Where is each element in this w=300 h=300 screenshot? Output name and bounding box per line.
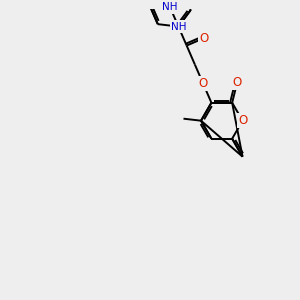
Text: O: O [232,76,242,89]
Text: O: O [199,32,208,45]
Text: O: O [199,77,208,90]
Text: NH: NH [162,2,178,13]
Text: NH: NH [171,22,186,32]
Text: O: O [238,114,247,127]
